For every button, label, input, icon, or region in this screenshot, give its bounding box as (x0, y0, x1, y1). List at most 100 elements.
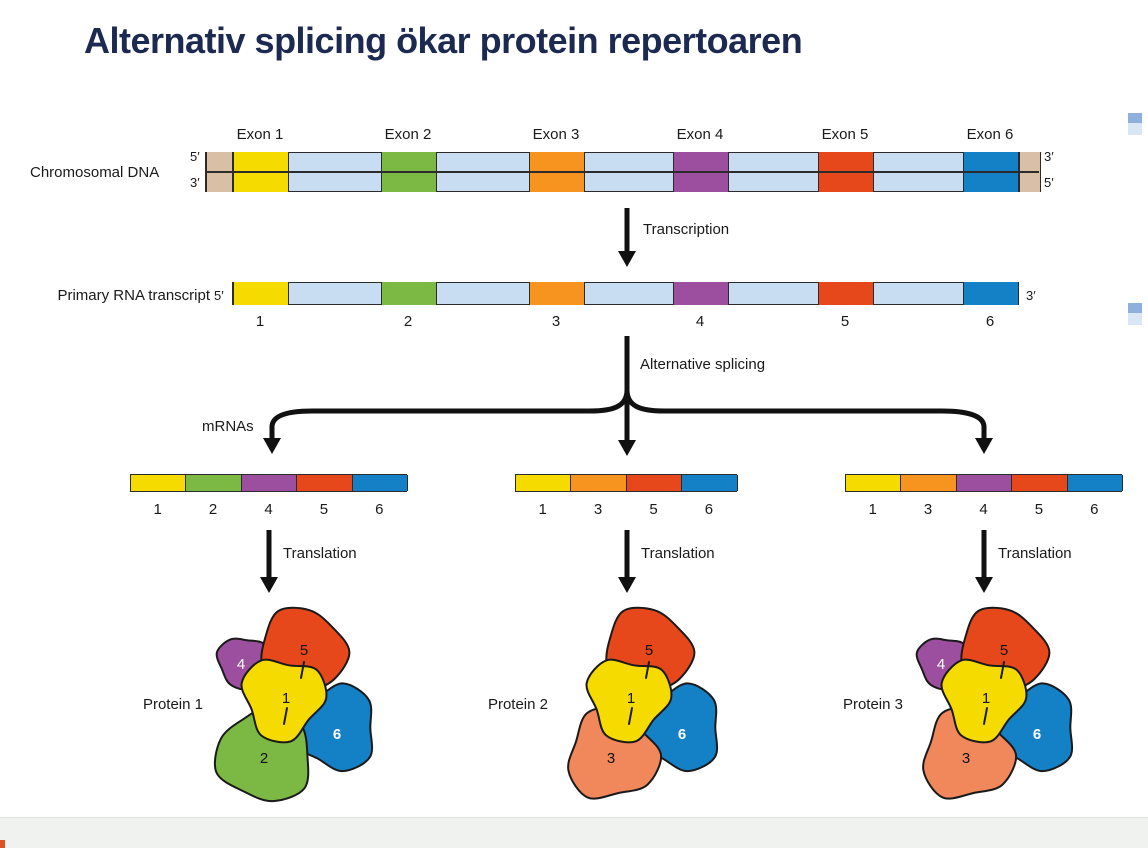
mrna-1-number-1: 1 (153, 501, 162, 518)
protein-label-2: Protein 2 (487, 696, 548, 713)
rna-3prime: 3′ (1026, 288, 1036, 303)
protein-subunit-number-4: 4 (937, 656, 945, 673)
transcription-arrowhead (618, 251, 636, 267)
protein-2: 1 3 5 6 (567, 606, 719, 800)
mrna-1-number-4: 4 (264, 501, 273, 518)
mrna-1-exon-4 (241, 475, 298, 491)
translation-arrowhead-2 (618, 577, 636, 593)
mrna-3-number-5: 5 (1034, 501, 1044, 518)
rna-exon-2 (381, 282, 437, 305)
subunit-crease (1000, 661, 1005, 679)
slide-title: Alternativ splicing ökar protein reperto… (84, 20, 803, 61)
transcription-label: Transcription (643, 221, 730, 238)
mrna-3-exon-4 (956, 475, 1013, 491)
right-edge-artifact (1128, 113, 1142, 123)
splicing-arrowhead (618, 440, 636, 456)
mrna-1-exon-2 (186, 475, 242, 491)
dna-3prime-right: 3′ (1044, 149, 1054, 164)
mrna-2-number-5: 5 (649, 501, 658, 518)
mrna-2-exon-3 (571, 475, 627, 491)
bottom-left-accent (0, 840, 5, 848)
chromosomal-dna-label: Chromosomal DNA (30, 164, 160, 181)
mrna-2-exon-6 (682, 475, 738, 491)
rna-exon-number-1: 1 (255, 313, 265, 330)
protein-subunit-number-1: 1 (627, 690, 635, 707)
protein-subunit-number-6: 6 (1033, 726, 1041, 743)
rna-exon-number-6: 6 (985, 313, 995, 330)
mrna-2-number-6: 6 (704, 501, 714, 518)
protein-subunit-number-6: 6 (333, 726, 341, 743)
protein-label-3: Protein 3 (842, 696, 903, 713)
mrna-2-exon-1 (516, 475, 572, 491)
mrna-2-number-1: 1 (538, 501, 547, 518)
dna-3prime-left: 3′ (190, 175, 200, 190)
rna-exon-number-3: 3 (551, 313, 561, 330)
right-edge-artifact (1128, 313, 1142, 325)
rna-bar (232, 282, 1019, 305)
mrna-3-number-4: 4 (979, 501, 988, 518)
mrna-1-number-2: 2 (208, 501, 218, 518)
dna-exon-label-3: Exon 3 (532, 126, 580, 143)
mrnas-label: mRNAs (202, 418, 254, 435)
mrna-3-exon-5 (1012, 475, 1068, 491)
dna-5prime-left: 5′ (190, 149, 200, 164)
mrna-2-number-3: 3 (593, 501, 603, 518)
mrna-3-number-6: 6 (1090, 501, 1099, 518)
translation-label-1: Translation (283, 545, 357, 562)
subunit-crease (300, 661, 305, 679)
translation-arrowhead-3 (975, 577, 993, 593)
bottom-bar (0, 817, 1148, 848)
rna-exon-3 (529, 282, 585, 305)
mrna-3-exon-6 (1067, 475, 1123, 491)
subunit-crease (283, 707, 288, 725)
rna-exon-5 (818, 282, 874, 305)
translation-arrowhead-1 (260, 577, 278, 593)
branch-left-arrowhead (263, 438, 281, 454)
mrna-2-exon-5 (626, 475, 683, 491)
protein-subunit-number-2: 2 (260, 750, 268, 767)
mrna-1-exon-6 (352, 475, 408, 491)
mrna-2 (515, 474, 738, 492)
subunit-crease (628, 707, 633, 725)
dna-exon-label-6: Exon 6 (966, 126, 1014, 143)
protein-subunit-number-5: 5 (1000, 642, 1008, 659)
dna-exon-label-4: Exon 4 (676, 126, 724, 143)
mrna-3-exon-1 (846, 475, 902, 491)
rna-exon-number-4: 4 (695, 313, 705, 330)
rna-exon-4 (673, 282, 729, 305)
primary-rna-label: Primary RNA transcript (57, 287, 210, 304)
translation-label-2: Translation (641, 545, 715, 562)
mrna-1-exon-1 (131, 475, 187, 491)
translation-label-3: Translation (998, 545, 1072, 562)
branch-right-arrowhead (975, 438, 993, 454)
rna-exon-number-2: 2 (403, 313, 413, 330)
alternative-splicing-label: Alternative splicing (640, 356, 766, 373)
mrna-1-number-5: 5 (319, 501, 329, 518)
rna-exon-1 (233, 282, 289, 305)
rna-exon-number-5: 5 (840, 313, 850, 330)
mrna-3 (845, 474, 1123, 492)
dna-bar (205, 152, 1041, 192)
right-edge-artifact (1128, 123, 1142, 135)
dna-exon-label-1: Exon 1 (236, 126, 284, 143)
protein-label-1: Protein 1 (142, 696, 203, 713)
mrna-3-exon-3 (901, 475, 957, 491)
dna-exon-label-2: Exon 2 (384, 126, 432, 143)
splice-branch-left (269, 389, 630, 440)
subunit-crease (983, 707, 988, 725)
dna-exon-label-5: Exon 5 (821, 126, 869, 143)
protein-subunit-number-5: 5 (645, 642, 653, 659)
subunit-crease (645, 661, 650, 679)
mrna-1 (130, 474, 408, 492)
protein-1: 1 2 4 5 6 (213, 606, 374, 803)
mrna-3-number-1: 1 (868, 501, 877, 518)
protein-subunit-number-1: 1 (282, 690, 290, 707)
protein-subunit-number-3: 3 (962, 750, 970, 767)
protein-3: 1 3 4 5 6 (915, 606, 1074, 800)
dna-strand-divider (206, 171, 1039, 173)
mrna-1-number-6: 6 (375, 501, 384, 518)
rna-5prime: 5′ (214, 288, 224, 303)
dna-5prime-right: 5′ (1044, 175, 1054, 190)
right-edge-artifact (1128, 303, 1142, 313)
